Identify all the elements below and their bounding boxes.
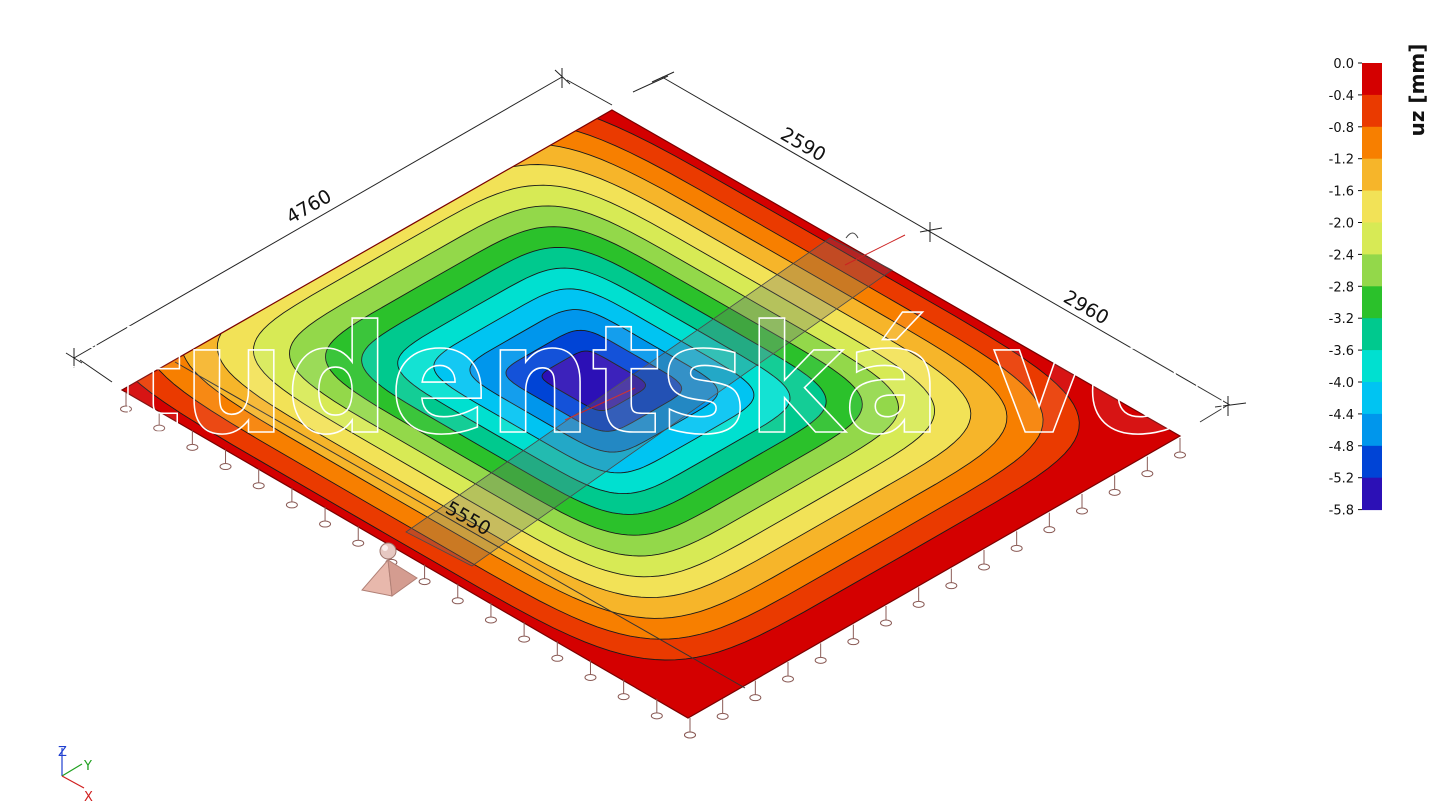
support-symbol[interactable] bbox=[716, 699, 729, 720]
legend-swatch bbox=[1362, 63, 1382, 96]
axis-line-red-2 bbox=[844, 234, 906, 266]
legend-swatch bbox=[1362, 477, 1382, 511]
point-support[interactable] bbox=[361, 542, 418, 597]
plate-outline bbox=[120, 109, 1182, 719]
color-legend: 0.0 -0.4 -0.8 -1.2 -1.6 -2.0 -2.4 -2.8 -3.2 -3.6 -… bbox=[1329, 44, 1429, 519]
support-symbol[interactable] bbox=[285, 487, 298, 509]
support-symbol[interactable] bbox=[518, 622, 531, 643]
dimension-lines bbox=[65, 68, 1247, 423]
legend-swatch bbox=[1362, 445, 1382, 479]
legend-swatch bbox=[1362, 222, 1382, 255]
support-symbol[interactable] bbox=[1010, 531, 1023, 552]
legend-tick-label: -1.6 bbox=[1329, 185, 1354, 200]
legend-tick-label: -5.2 bbox=[1329, 472, 1354, 487]
support-symbol[interactable] bbox=[319, 507, 332, 528]
support-symbol[interactable] bbox=[880, 606, 892, 627]
legend-swatch bbox=[1362, 318, 1382, 351]
beam-strip[interactable] bbox=[405, 237, 893, 567]
support-symbol[interactable] bbox=[153, 411, 166, 432]
legend-tick-label: -1.2 bbox=[1329, 153, 1354, 168]
support-symbol[interactable] bbox=[1141, 456, 1154, 478]
support-symbol[interactable] bbox=[847, 624, 860, 646]
support-symbol[interactable] bbox=[912, 587, 925, 608]
support-symbol[interactable] bbox=[782, 662, 794, 683]
legend-tick-label: -3.6 bbox=[1329, 344, 1354, 359]
axis-x-label: X bbox=[84, 790, 93, 803]
support-symbol[interactable] bbox=[186, 430, 199, 451]
support-symbol[interactable] bbox=[617, 679, 630, 701]
legend-tick-label: -5.8 bbox=[1329, 504, 1354, 519]
support-symbol[interactable] bbox=[352, 526, 365, 547]
support-symbol[interactable] bbox=[120, 392, 132, 413]
legend-tick-label: -2.0 bbox=[1329, 217, 1354, 232]
dimension-label-2590: 2590 bbox=[777, 123, 830, 166]
support-symbol[interactable] bbox=[484, 602, 497, 624]
legend-swatch bbox=[1362, 350, 1382, 383]
legend-swatch bbox=[1362, 382, 1382, 415]
legend-tick-label: -4.8 bbox=[1329, 440, 1354, 455]
support-symbol[interactable] bbox=[1043, 512, 1056, 534]
legend-tick-labels: 0.0 -0.4 -0.8 -1.2 -1.6 -2.0 -2.4 -2.8 -3.2 -3.6 -… bbox=[1329, 57, 1362, 519]
coordinate-axes-icon: Z Y X bbox=[58, 745, 93, 803]
axis-y-label: Y bbox=[83, 759, 92, 774]
support-symbol[interactable] bbox=[1174, 438, 1186, 459]
support-symbol[interactable] bbox=[978, 550, 990, 571]
legend-swatch bbox=[1362, 286, 1382, 319]
legend-tick-label: -0.4 bbox=[1329, 89, 1354, 104]
support-symbol[interactable] bbox=[684, 718, 696, 739]
legend-swatch bbox=[1362, 126, 1382, 160]
support-symbol[interactable] bbox=[749, 680, 762, 702]
support-symbol[interactable] bbox=[584, 660, 597, 681]
support-symbol[interactable] bbox=[219, 449, 232, 471]
legend-tick-label: -2.8 bbox=[1329, 280, 1354, 295]
support-symbol[interactable] bbox=[252, 468, 265, 490]
legend-unit-label: uz [mm] bbox=[1405, 44, 1429, 137]
support-symbol[interactable] bbox=[945, 568, 958, 590]
legend-swatch bbox=[1362, 254, 1382, 287]
legend-tick-label: -3.2 bbox=[1329, 312, 1354, 327]
legend-tick-label: -4.4 bbox=[1329, 408, 1354, 423]
support-symbol[interactable] bbox=[451, 583, 464, 605]
legend-tick-label: -4.0 bbox=[1329, 376, 1354, 391]
legend-swatches bbox=[1362, 63, 1382, 511]
support-symbol[interactable] bbox=[650, 698, 663, 720]
beam-end-marker bbox=[845, 232, 859, 239]
support-symbol[interactable] bbox=[814, 643, 827, 664]
contour-band bbox=[541, 350, 646, 411]
line-supports[interactable] bbox=[120, 392, 1186, 739]
legend-swatch bbox=[1362, 94, 1382, 128]
support-symbol[interactable] bbox=[551, 641, 564, 662]
axis-line-red bbox=[564, 387, 636, 421]
legend-tick-label: -2.4 bbox=[1329, 248, 1354, 263]
legend-tick-label: 0.0 bbox=[1333, 57, 1354, 72]
support-symbol[interactable] bbox=[1108, 475, 1121, 496]
contour-bands bbox=[122, 110, 1080, 661]
legend-swatch bbox=[1362, 158, 1382, 192]
legend-swatch bbox=[1362, 190, 1382, 223]
watermark-text: Studentská verze bbox=[9, 294, 1439, 468]
dimension-label-4760: 4760 bbox=[283, 185, 336, 228]
legend-tick-label: -0.8 bbox=[1329, 121, 1354, 136]
axis-z-label: Z bbox=[58, 745, 67, 760]
legend-swatch bbox=[1362, 413, 1382, 447]
support-symbol[interactable] bbox=[1076, 494, 1088, 515]
support-symbol[interactable] bbox=[418, 564, 431, 586]
dimension-line-inner bbox=[174, 361, 746, 689]
